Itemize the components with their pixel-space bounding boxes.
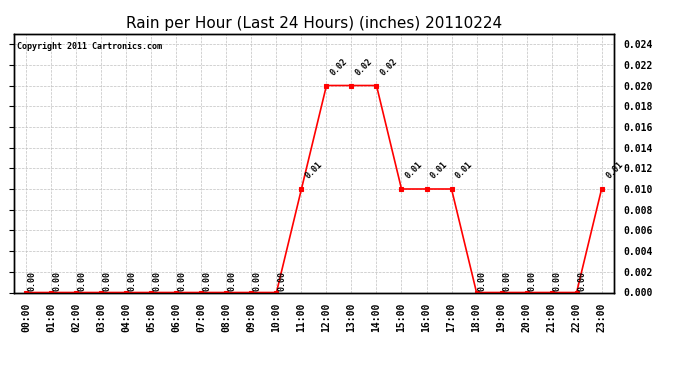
Text: 0.00: 0.00	[477, 272, 486, 291]
Text: 0.00: 0.00	[228, 272, 237, 291]
Text: 0.00: 0.00	[578, 272, 586, 291]
Text: 0.00: 0.00	[277, 272, 286, 291]
Text: 0.01: 0.01	[604, 160, 624, 181]
Text: 0.00: 0.00	[253, 272, 262, 291]
Text: 0.02: 0.02	[329, 57, 349, 77]
Text: 0.01: 0.01	[404, 160, 424, 181]
Text: 0.01: 0.01	[304, 160, 324, 181]
Text: 0.00: 0.00	[203, 272, 212, 291]
Text: 0.00: 0.00	[28, 272, 37, 291]
Text: 0.00: 0.00	[528, 272, 537, 291]
Text: 0.02: 0.02	[354, 57, 375, 77]
Text: 0.00: 0.00	[128, 272, 137, 291]
Text: 0.02: 0.02	[379, 57, 400, 77]
Text: 0.00: 0.00	[503, 272, 512, 291]
Text: 0.00: 0.00	[103, 272, 112, 291]
Title: Rain per Hour (Last 24 Hours) (inches) 20110224: Rain per Hour (Last 24 Hours) (inches) 2…	[126, 16, 502, 31]
Text: 0.00: 0.00	[177, 272, 186, 291]
Text: 0.00: 0.00	[152, 272, 161, 291]
Text: 0.01: 0.01	[429, 160, 449, 181]
Text: 0.00: 0.00	[553, 272, 562, 291]
Text: 0.01: 0.01	[454, 160, 475, 181]
Text: 0.00: 0.00	[77, 272, 86, 291]
Text: Copyright 2011 Cartronics.com: Copyright 2011 Cartronics.com	[17, 42, 161, 51]
Text: 0.00: 0.00	[52, 272, 61, 291]
